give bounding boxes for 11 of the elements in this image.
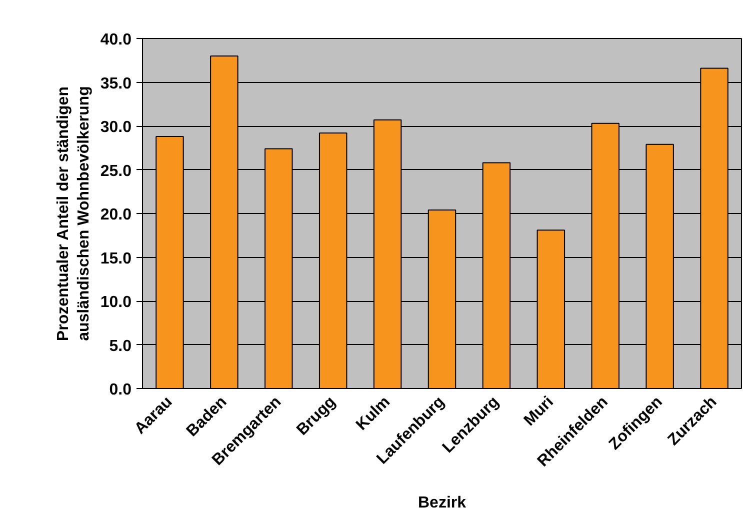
y-tick-label: 30.0 <box>100 119 132 136</box>
y-tick-label: 15.0 <box>100 250 132 268</box>
x-axis-title: Bezirk <box>418 494 466 512</box>
y-tick-label: 0.0 <box>109 382 132 398</box>
y-tick-label: 10.0 <box>100 294 132 311</box>
y-tick-label: 20.0 <box>100 206 132 224</box>
y-tick-label: 35.0 <box>100 75 132 92</box>
y-tick-label: 5.0 <box>109 338 132 355</box>
y-tick-label: 40.0 <box>100 32 132 48</box>
y-axis-title: Prozentualer Anteil der ständigen ausländischen Wohnbevölkerung <box>54 86 92 342</box>
y-tick-label: 25.0 <box>100 162 132 180</box>
